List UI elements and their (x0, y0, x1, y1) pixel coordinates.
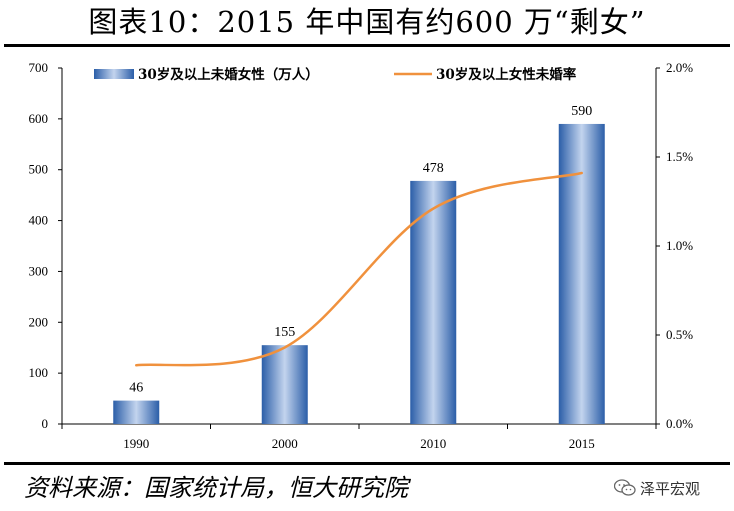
right-axis-tick-label: 2.0% (666, 60, 693, 75)
left-axis-tick-label: 600 (29, 111, 49, 126)
title-divider (4, 44, 730, 47)
right-axis-tick-label: 1.5% (666, 149, 693, 164)
data-label: 590 (571, 104, 592, 119)
right-axis-tick-label: 1.0% (666, 238, 693, 253)
x-axis-tick-label: 2000 (272, 436, 298, 451)
left-axis-tick-label: 400 (29, 213, 49, 228)
left-axis-tick-label: 300 (29, 263, 49, 278)
chart-title: 图表10：2015 年中国有约600 万“剩女” (88, 5, 646, 39)
right-axis-tick-label: 0.5% (666, 327, 693, 342)
data-label: 155 (274, 325, 295, 340)
line-rate-curve (135, 171, 583, 367)
legend-bar-label: 30岁及以上未婚女性（万人） (138, 66, 319, 83)
legend-bar-swatch (94, 69, 134, 79)
wechat-icon (614, 479, 636, 496)
bar-series (113, 123, 605, 424)
left-axis-tick-label: 200 (29, 314, 49, 329)
x-axis-tick-label: 2015 (569, 436, 595, 451)
watermark-label: 泽平宏观 (640, 479, 701, 498)
axes: 0 100 200 300 400 500 600 700 0.0% 0.5% 1.0% 1.5% 2.… (29, 60, 694, 451)
bar-1990 (113, 400, 160, 424)
legend-line-label: 30岁及以上女性未婚率 (436, 66, 577, 83)
x-axis-tick-label: 2010 (420, 436, 446, 451)
bar-2000 (261, 345, 308, 424)
bar-2015 (558, 123, 605, 424)
data-labels: 46 155 478 590 (129, 104, 592, 396)
left-axis-tick-label: 700 (29, 60, 49, 75)
source-divider (4, 462, 730, 465)
right-axis-tick-label: 0.0% (666, 416, 693, 431)
data-label: 478 (423, 161, 444, 176)
chart-svg: 0 100 200 300 400 500 600 700 0.0% 0.5% 1.0% 1.5% 2.… (29, 60, 694, 451)
x-axis-tick-label: 1990 (123, 436, 149, 451)
left-axis-tick-label: 500 (29, 162, 49, 177)
legend: 30岁及以上未婚女性（万人） 30岁及以上女性未婚率 (94, 66, 577, 83)
line-series (135, 171, 583, 367)
watermark: 泽平宏观 (614, 474, 700, 502)
bar-2010 (410, 180, 457, 424)
source-note: 资料来源：国家统计局，恒大研究院 (24, 474, 408, 502)
left-axis-tick-label: 0 (42, 416, 49, 431)
left-axis-tick-label: 100 (29, 365, 49, 380)
data-label: 46 (129, 381, 143, 396)
